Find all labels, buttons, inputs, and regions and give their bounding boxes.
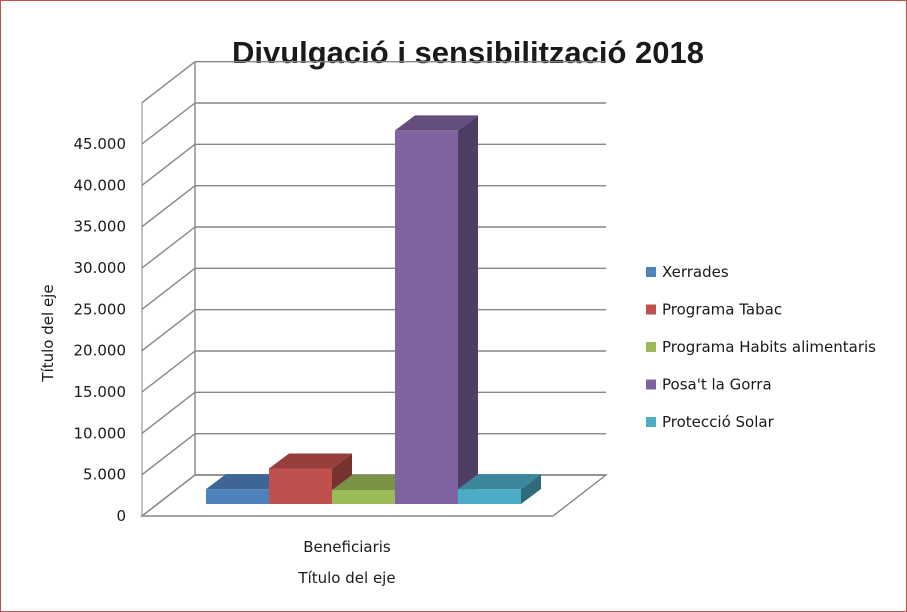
y-tick-label: 40.000 — [74, 176, 127, 194]
y-tick-labels: 0 5.000 10.000 15.000 20.000 25.000 30.000 35.0… — [74, 135, 127, 525]
y-tick-label: 45.000 — [74, 135, 127, 153]
bar-front-face — [395, 130, 458, 504]
bar-front-face — [206, 489, 269, 504]
y-tick-label: 30.000 — [74, 259, 127, 277]
y-tick-label: 0 — [116, 507, 126, 525]
category-label: Beneficiaris — [303, 538, 391, 556]
gridline-diagonal — [141, 226, 196, 269]
gridline-diagonal — [141, 102, 196, 145]
gridline-diagonal — [141, 433, 196, 476]
bar-protecci-solar — [458, 474, 541, 504]
y-axis-title: Título del eje — [39, 284, 57, 382]
bar-programa-tabac — [269, 453, 352, 504]
y-tick-label: 5.000 — [83, 466, 126, 484]
x-axis-title: Título del eje — [297, 569, 395, 587]
legend-swatch — [646, 379, 656, 390]
y-tick-label: 15.000 — [74, 383, 127, 401]
gridline-diagonal — [141, 143, 196, 186]
bar-front-face — [458, 489, 521, 504]
legend-label: Programa Tabac — [662, 301, 782, 319]
bar-top-face — [395, 115, 478, 131]
gridline-diagonal — [141, 350, 196, 393]
bar-side-face — [521, 474, 541, 504]
legend-swatch — [646, 304, 656, 315]
gridline-diagonal — [141, 61, 196, 104]
bar-top-face — [458, 474, 541, 490]
gridline-diagonal — [141, 267, 196, 310]
legend-label: Posa't la Gorra — [662, 376, 772, 394]
y-tick-label: 10.000 — [74, 424, 127, 442]
legend: Xerrades Programa Tabac Programa Habits al… — [646, 263, 876, 431]
legend-label: Protecció Solar — [662, 413, 775, 431]
legend-swatch — [646, 417, 656, 427]
bar-top-face — [206, 474, 289, 490]
legend-swatch — [646, 267, 656, 277]
bar-top-face — [332, 474, 415, 490]
gridline-diagonal — [141, 185, 196, 228]
bar-front-face — [269, 468, 332, 504]
bar-front-face — [332, 489, 395, 504]
gridlines — [139, 60, 609, 517]
legend-label: Xerrades — [662, 263, 729, 281]
bar-side-face — [458, 115, 478, 504]
bars — [206, 115, 541, 504]
chart-floor — [139, 474, 609, 517]
legend-swatch — [646, 342, 656, 352]
bar-posa-t-la-gorra — [395, 115, 478, 504]
y-tick-label: 25.000 — [74, 300, 127, 318]
y-tick-label: 20.000 — [74, 342, 127, 360]
y-tick-label: 35.000 — [74, 218, 127, 236]
bar-top-face — [269, 453, 352, 469]
chart-title: Divulgació i sensibilització 2018 — [232, 35, 704, 70]
legend-label: Programa Habits alimentaris — [662, 338, 876, 356]
gridline-diagonal — [141, 309, 196, 352]
gridline-diagonal — [141, 391, 196, 434]
